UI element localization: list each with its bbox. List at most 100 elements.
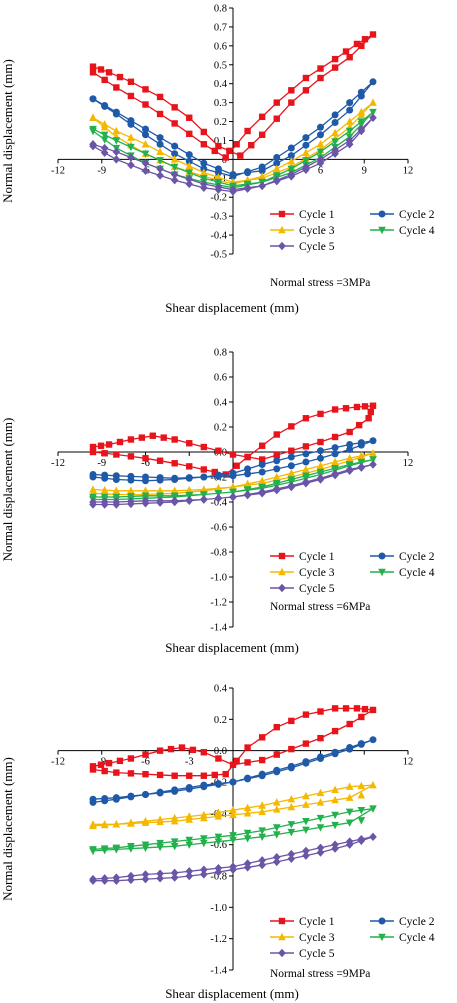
data-point — [170, 838, 179, 846]
data-point — [345, 793, 354, 801]
data-point — [156, 747, 164, 754]
x-tick-label: -12 — [51, 165, 65, 176]
data-point — [229, 806, 237, 814]
data-point — [258, 468, 266, 476]
data-point — [357, 126, 366, 136]
data-point — [170, 843, 179, 851]
data-point — [345, 127, 354, 136]
data-point — [185, 169, 194, 177]
data-point — [113, 84, 120, 91]
data-point — [171, 120, 178, 127]
data-point — [244, 453, 251, 461]
data-point — [200, 485, 208, 493]
data-point — [316, 148, 325, 157]
data-point — [369, 736, 377, 744]
data-point — [288, 745, 295, 753]
data-point — [258, 807, 266, 815]
data-point — [200, 772, 208, 779]
data-point — [273, 751, 280, 758]
data-point — [345, 819, 354, 827]
data-point — [317, 74, 324, 82]
data-point — [127, 472, 135, 480]
data-point — [214, 472, 222, 480]
data-point — [100, 148, 109, 157]
data-point — [142, 473, 149, 481]
data-point — [100, 485, 109, 494]
data-point — [342, 705, 350, 712]
data-point — [317, 755, 324, 762]
data-point — [357, 836, 366, 845]
data-point — [112, 794, 120, 802]
data-point — [127, 436, 135, 443]
y-tick-label: 0.8 — [214, 348, 227, 359]
chart-panel-3: -12-9-6-312-1.4-1.2-1.0-0.8-0.6-0.4-0.20… — [0, 676, 457, 1003]
data-point — [229, 832, 237, 840]
data-point — [272, 805, 281, 813]
data-point — [331, 705, 339, 712]
data-point — [288, 717, 295, 725]
data-point — [369, 98, 377, 106]
data-point — [331, 750, 339, 758]
data-point — [244, 744, 251, 751]
data-point — [141, 166, 150, 175]
data-point — [185, 485, 194, 494]
data-point — [287, 802, 296, 811]
data-point — [186, 440, 193, 447]
data-point — [186, 463, 193, 470]
data-point — [369, 780, 377, 789]
legend-marker — [278, 932, 286, 941]
legend-marker — [378, 552, 386, 560]
data-point — [156, 843, 164, 852]
legend: Cycle 1 Cycle 2 Cycle 3 Cycle 4 Cycle 5 — [270, 209, 435, 253]
data-point — [287, 854, 296, 863]
data-point — [243, 490, 252, 500]
legend-marker — [278, 567, 286, 576]
data-point — [112, 108, 120, 116]
data-point — [357, 452, 366, 461]
data-point — [258, 181, 266, 191]
y-axis-label: Normal displacement (mm) — [0, 59, 15, 203]
data-point — [302, 458, 310, 466]
chart-panel-1: -12-9-66912-0.5-0.4-0.3-0.2-0.10.10.20.3… — [0, 0, 457, 318]
data-point — [222, 154, 229, 161]
data-point — [244, 465, 252, 473]
data-point — [302, 443, 310, 450]
data-point — [226, 147, 233, 155]
data-point — [112, 472, 120, 480]
series-cycle-4 — [89, 805, 377, 856]
data-point — [170, 492, 179, 500]
data-point — [273, 431, 280, 438]
data-point — [89, 443, 97, 451]
data-point — [317, 734, 324, 742]
data-point — [89, 69, 97, 76]
series-cycle-5 — [89, 113, 377, 196]
data-point — [97, 66, 105, 73]
data-point — [229, 492, 237, 502]
x-axis-label: Shear displacement (mm) — [165, 986, 299, 1001]
data-point — [287, 144, 295, 152]
data-point — [369, 437, 377, 445]
data-point — [243, 809, 252, 817]
data-point — [200, 466, 208, 473]
data-point — [105, 760, 113, 767]
data-point — [127, 819, 135, 827]
legend-marker — [278, 583, 286, 593]
data-point — [272, 831, 281, 839]
y-tick-label: 0.4 — [214, 684, 228, 695]
data-point — [272, 798, 281, 806]
data-point — [89, 63, 97, 70]
series-cycle-5 — [89, 460, 377, 509]
y-tick-label: -1.0 — [210, 573, 227, 584]
data-point — [141, 844, 150, 852]
data-point — [89, 497, 97, 507]
data-point — [214, 173, 223, 181]
data-point — [302, 711, 310, 718]
data-point — [127, 792, 135, 800]
data-point — [331, 785, 339, 794]
data-point — [185, 179, 194, 189]
data-point — [214, 833, 223, 842]
chart-3mpa: -12-9-66912-0.5-0.4-0.3-0.2-0.10.10.20.3… — [0, 4, 435, 316]
data-point — [185, 474, 193, 482]
legend-label-cycle-3: Cycle 3 — [299, 932, 335, 944]
data-point — [272, 824, 281, 832]
